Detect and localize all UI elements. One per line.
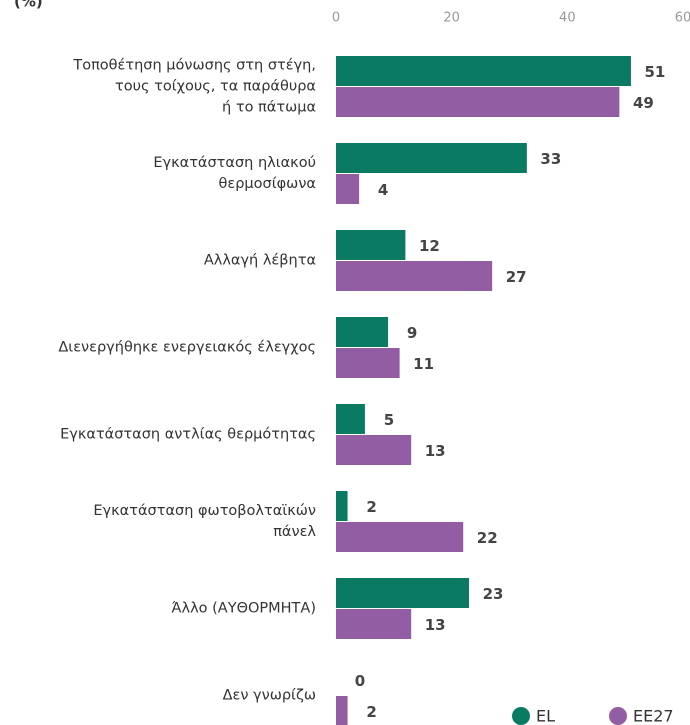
bar bbox=[336, 56, 631, 86]
value-label: 12 bbox=[419, 237, 440, 255]
value-label: 4 bbox=[378, 181, 388, 199]
category-label: Τοποθέτηση μόνωσης στη στέγη, τους τοίχο… bbox=[73, 57, 316, 116]
bar bbox=[336, 348, 400, 378]
value-label: 22 bbox=[477, 529, 498, 547]
category-label: Άλλο (ΑΥΘΟΡΜΗΤΑ) bbox=[171, 600, 316, 617]
category-label: Δεν γνωρίζω bbox=[222, 687, 316, 704]
value-label: 5 bbox=[384, 411, 394, 429]
category-label: Εγκατάσταση φωτοβολταϊκών πάνελ bbox=[93, 503, 316, 540]
value-label: 33 bbox=[540, 150, 561, 168]
bar bbox=[336, 317, 389, 347]
value-label: 2 bbox=[366, 498, 376, 516]
bar bbox=[336, 609, 412, 639]
value-label: 9 bbox=[407, 324, 417, 342]
bar bbox=[336, 578, 470, 608]
value-label: 51 bbox=[645, 63, 666, 81]
value-label: 23 bbox=[483, 585, 504, 603]
value-label: 2 bbox=[366, 703, 376, 721]
bar bbox=[336, 87, 620, 117]
category-label: Εγκατάσταση αντλίας θερμότητας bbox=[60, 426, 316, 443]
bar bbox=[336, 522, 464, 552]
bar bbox=[336, 435, 412, 465]
bar bbox=[336, 261, 493, 291]
legend-label: EL bbox=[536, 707, 555, 725]
category-label: Αλλαγή λέβητα bbox=[203, 252, 316, 269]
bar bbox=[336, 174, 360, 204]
x-tick-label: 60 bbox=[675, 11, 690, 26]
category-label: Διενεργήθηκε ενεργειακός έλεγχος bbox=[58, 339, 316, 356]
value-label: 27 bbox=[506, 268, 527, 286]
x-tick-label: 40 bbox=[559, 11, 576, 26]
x-tick-label: 20 bbox=[443, 11, 460, 26]
bar bbox=[336, 230, 406, 260]
bar bbox=[336, 696, 348, 725]
value-label: 13 bbox=[425, 616, 446, 634]
value-label: 49 bbox=[633, 94, 654, 112]
chart-title: (%) bbox=[14, 0, 43, 11]
legend-swatch bbox=[609, 707, 627, 725]
bar bbox=[336, 143, 527, 173]
x-tick-label: 0 bbox=[332, 11, 340, 26]
legend-swatch bbox=[512, 707, 530, 725]
value-label: 0 bbox=[355, 672, 365, 690]
bar bbox=[336, 491, 348, 521]
category-label: Εγκατάσταση ηλιακού θερμοσίφωνα bbox=[153, 155, 316, 192]
bar bbox=[336, 404, 365, 434]
legend-label: ΕΕ27 bbox=[633, 707, 674, 725]
value-label: 11 bbox=[413, 355, 434, 373]
value-label: 13 bbox=[425, 442, 446, 460]
